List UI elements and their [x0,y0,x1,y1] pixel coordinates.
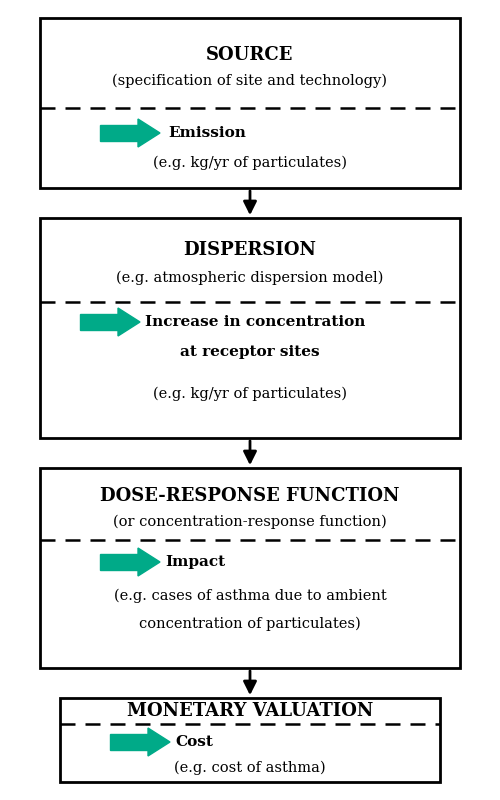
Bar [40,218,460,438]
Text: Impact: Impact [165,555,225,569]
Bar [40,18,460,188]
Polygon shape [80,314,118,330]
Text: Emission: Emission [168,126,246,140]
Text: (e.g. cases of asthma due to ambient: (e.g. cases of asthma due to ambient [114,589,386,603]
Text: (e.g. atmospheric dispersion model): (e.g. atmospheric dispersion model) [116,271,384,285]
Text: DISPERSION: DISPERSION [184,241,316,259]
Text: Cost: Cost [175,735,213,749]
Text: MONETARY VALUATION: MONETARY VALUATION [127,702,373,720]
Text: (specification of site and technology): (specification of site and technology) [112,74,388,88]
Polygon shape [148,728,170,756]
Text: (or concentration-response function): (or concentration-response function) [113,515,387,529]
Text: (e.g. kg/yr of particulates): (e.g. kg/yr of particulates) [153,387,347,401]
Bar [40,468,460,668]
Polygon shape [100,554,138,570]
Text: concentration of particulates): concentration of particulates) [139,617,361,631]
Text: (e.g. kg/yr of particulates): (e.g. kg/yr of particulates) [153,156,347,170]
Text: DOSE-RESPONSE FUNCTION: DOSE-RESPONSE FUNCTION [100,487,400,505]
Polygon shape [110,734,148,750]
Polygon shape [138,119,160,147]
Text: Increase in concentration: Increase in concentration [145,315,366,329]
Polygon shape [100,125,138,141]
Text: at receptor sites: at receptor sites [180,345,320,359]
Text: SOURCE: SOURCE [206,46,294,64]
Polygon shape [138,548,160,576]
Polygon shape [118,308,140,336]
Bar [60,698,440,782]
Text: (e.g. cost of asthma): (e.g. cost of asthma) [174,761,326,775]
